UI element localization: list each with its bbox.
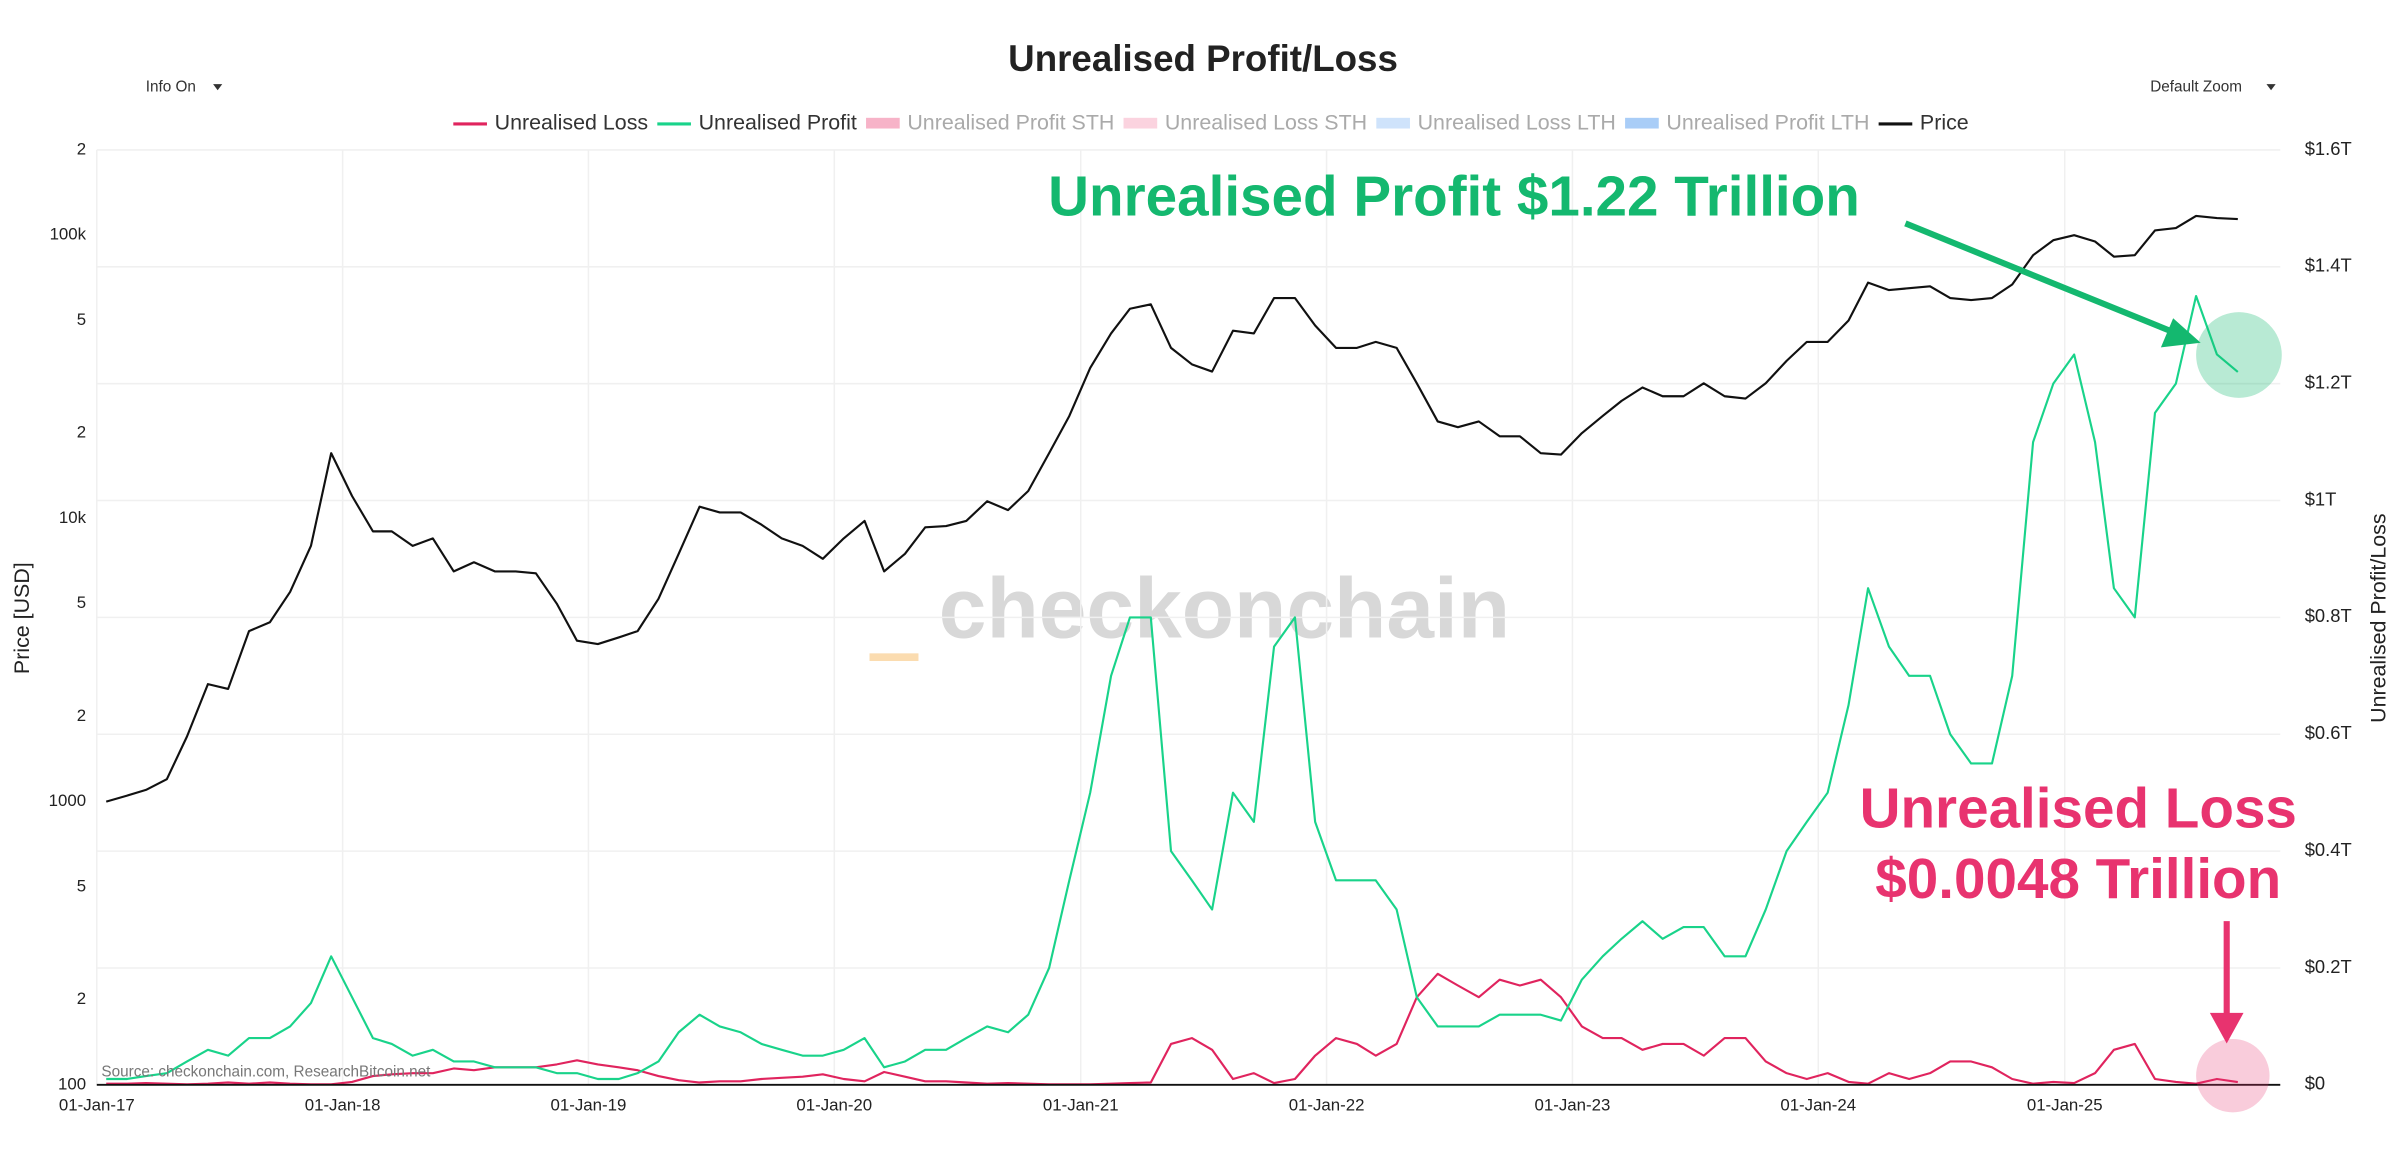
y-tick-label: 2	[77, 706, 86, 725]
dropdown-arrow	[2266, 84, 2276, 91]
legend-item[interactable]: Unrealised Loss LTH	[1376, 111, 1616, 135]
legend-item[interactable]: Unrealised Profit LTH	[1625, 111, 1869, 135]
x-tick-label: 01-Jan-21	[1043, 1096, 1119, 1115]
legend: Unrealised Loss Unrealised Profit Unrealis…	[453, 111, 1969, 135]
legend-label: Unrealised Loss	[495, 111, 649, 135]
x-tick-label: 01-Jan-20	[796, 1096, 872, 1115]
x-tick-label: 01-Jan-25	[2027, 1096, 2103, 1115]
y2-tick-label: $1.2T	[2305, 372, 2352, 393]
y-tick-label: 2	[77, 423, 86, 442]
legend-swatch	[1123, 117, 1158, 129]
button-bg	[2139, 71, 2287, 103]
series-line	[106, 972, 2238, 1086]
plot	[105, 214, 2239, 1086]
legend-item[interactable]: Price	[1878, 111, 1969, 135]
y-tick-label: 5	[77, 593, 86, 612]
series-line	[106, 294, 2239, 1081]
annotation: $0.0048 Trillion	[1875, 847, 2281, 910]
loss-annotation: Unrealised Loss $0.0048 Trillion	[1860, 776, 2297, 1113]
legend-label: Unrealised Profit LTH	[1666, 111, 1869, 135]
y-axis-title: Price [USD]	[10, 562, 34, 674]
series-line	[105, 214, 2238, 803]
y-tick-label: 100	[58, 1074, 86, 1093]
arrow-head	[2160, 318, 2201, 348]
legend-item[interactable]: Unrealised Loss STH	[1123, 111, 1368, 135]
y2-tick-label: $0.4T	[2305, 839, 2352, 860]
legend-label: Unrealised Profit STH	[907, 111, 1114, 135]
y2-tick-label: $1.4T	[2305, 255, 2352, 276]
y-tick-label: 10k	[59, 508, 87, 527]
zoom-button[interactable]: Default Zoom	[2139, 71, 2287, 103]
y-tick-label: 2	[77, 139, 86, 158]
annotation: Unrealised Profit $1.22 Trillion	[1048, 164, 1860, 227]
y-tick-label: 100k	[50, 225, 87, 244]
watermark: checkonchain	[939, 561, 1510, 657]
legend-label: Unrealised Loss LTH	[1418, 111, 1616, 135]
y-tick-label: 5	[77, 876, 86, 895]
grid: 01-Jan-17 01-Jan-18 01-Jan-19 01-Jan-20 01-J…	[49, 138, 2352, 1115]
y-tick-label: 5	[77, 310, 86, 329]
y2-tick-label: $0.2T	[2305, 956, 2352, 977]
y2-tick-label: $0	[2305, 1073, 2325, 1094]
x-tick-label: 01-Jan-22	[1289, 1096, 1365, 1115]
highlight	[2196, 1038, 2270, 1113]
legend-swatch	[1625, 117, 1659, 129]
info-button[interactable]: Info On	[135, 71, 237, 103]
x-tick-label: 01-Jan-17	[59, 1096, 135, 1115]
legend-label: Price	[1920, 111, 1969, 135]
y2-tick-label: $0.8T	[2305, 605, 2352, 626]
y2-tick-label: $1.6T	[2305, 138, 2352, 159]
x-tick-label: 01-Jan-19	[551, 1096, 627, 1115]
arrow-shaft	[1904, 220, 2175, 335]
y-tick-label: 1000	[49, 791, 86, 810]
button-label: Default Zoom	[2150, 78, 2242, 95]
x-tick-label: 01-Jan-24	[1780, 1096, 1856, 1115]
dropdown-arrow	[213, 84, 223, 91]
arrow-head	[2209, 1012, 2244, 1044]
annotation: Unrealised Loss	[1860, 776, 2297, 839]
legend-swatch	[1376, 117, 1410, 129]
watermark-mark	[869, 653, 919, 662]
y2-axis-title: Unrealised Profit/Loss	[2366, 513, 2390, 722]
source: Source: checkonchain.com, ResearchBitcoi…	[101, 1064, 431, 1081]
legend-item[interactable]: Unrealised Profit	[657, 111, 857, 135]
x-tick-label: 01-Jan-23	[1535, 1096, 1611, 1115]
legend-label: Unrealised Profit	[699, 111, 857, 135]
profit-annotation: Unrealised Profit $1.22 Trillion	[1048, 164, 2282, 398]
x-tick-label: 01-Jan-18	[305, 1096, 381, 1115]
legend-label: Unrealised Loss STH	[1165, 111, 1367, 135]
legend-swatch	[866, 117, 900, 129]
button-label: Info On	[146, 78, 196, 95]
legend-item[interactable]: Unrealised Profit STH	[866, 111, 1114, 135]
y-tick-label: 2	[77, 989, 86, 1008]
y2-tick-label: $0.6T	[2305, 722, 2352, 743]
legend-item[interactable]: Unrealised Loss	[453, 111, 648, 135]
highlight	[2196, 312, 2282, 398]
y2-tick-label: $1T	[2305, 488, 2337, 509]
chart-title: Unrealised Profit/Loss	[1008, 38, 1398, 79]
